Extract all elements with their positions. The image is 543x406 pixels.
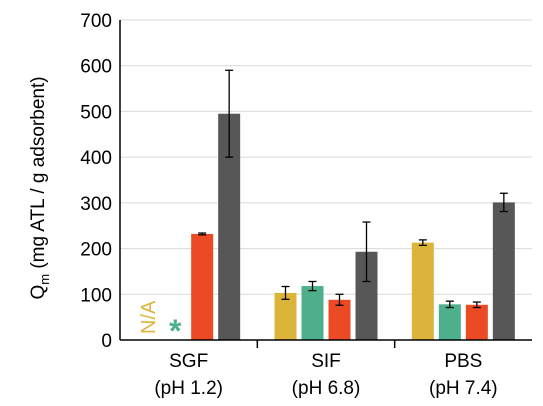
y-tick-label: 100: [80, 285, 112, 306]
axes: [119, 20, 532, 348]
x-category-label: SGF: [169, 351, 208, 372]
bar: [465, 304, 488, 340]
x-category-sublabel: (pH 6.8): [292, 378, 361, 399]
y-axis-label-subscript: m: [37, 274, 52, 285]
y-tick-label: 0: [101, 331, 112, 352]
bar: [191, 233, 214, 340]
bar: [438, 304, 461, 340]
y-tick-label: 600: [80, 57, 112, 78]
gridlines: [120, 19, 532, 295]
y-tick-label: 400: [80, 148, 112, 169]
y-tick-label: 200: [80, 240, 112, 261]
y-axis-label-main: Q: [28, 285, 49, 300]
bar: [355, 251, 378, 340]
y-tick-label: 700: [80, 11, 112, 32]
labels: 0 100 200 300 400 500 600 700 SGF (pH 1.2) SIF (pH …: [80, 11, 497, 399]
bar: [274, 292, 297, 340]
y-axis-label: Qm (mg ATL / g adsorbent): [28, 76, 52, 299]
bar: [328, 299, 351, 340]
bar: [218, 113, 241, 340]
y-tick-label: 300: [80, 194, 112, 215]
bar: [492, 202, 515, 340]
x-category-sublabel: (pH 7.4): [429, 378, 498, 399]
y-axis-label-rest: (mg ATL / g adsorbent): [28, 76, 49, 273]
x-category-label: SIF: [311, 351, 341, 372]
bar: [411, 242, 434, 340]
not-detected-marker: *: [169, 313, 182, 349]
y-tick-label: 500: [80, 102, 112, 123]
x-category-sublabel: (pH 1.2): [154, 378, 223, 399]
bar: [301, 286, 324, 340]
not-available-label: N/A: [138, 300, 160, 334]
x-category-label: PBS: [444, 351, 482, 372]
bars: [191, 69, 515, 340]
